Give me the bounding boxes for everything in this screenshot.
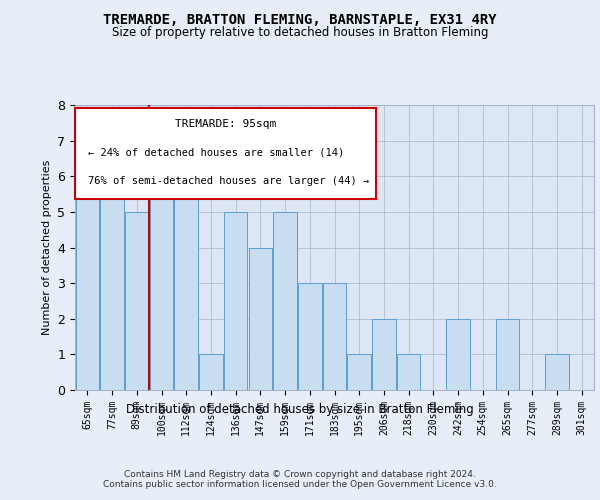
Bar — [224, 212, 247, 390]
Text: ← 24% of detached houses are smaller (14): ← 24% of detached houses are smaller (14… — [88, 148, 344, 158]
Text: Size of property relative to detached houses in Bratton Fleming: Size of property relative to detached ho… — [112, 26, 488, 39]
Y-axis label: Number of detached properties: Number of detached properties — [42, 160, 52, 335]
Bar — [372, 319, 395, 390]
Bar — [199, 354, 223, 390]
Bar — [397, 354, 421, 390]
Bar — [446, 319, 470, 390]
Bar — [298, 283, 322, 390]
Bar — [150, 140, 173, 390]
Text: TREMARDE: 95sqm: TREMARDE: 95sqm — [175, 120, 276, 130]
Bar — [175, 140, 198, 390]
Bar — [76, 140, 99, 390]
Bar — [545, 354, 569, 390]
Bar — [496, 319, 519, 390]
Bar — [248, 248, 272, 390]
FancyBboxPatch shape — [75, 108, 376, 199]
Text: 76% of semi-detached houses are larger (44) →: 76% of semi-detached houses are larger (… — [88, 176, 369, 186]
Text: TREMARDE, BRATTON FLEMING, BARNSTAPLE, EX31 4RY: TREMARDE, BRATTON FLEMING, BARNSTAPLE, E… — [103, 12, 497, 26]
Bar — [347, 354, 371, 390]
Text: Distribution of detached houses by size in Bratton Fleming: Distribution of detached houses by size … — [126, 402, 474, 415]
Bar — [274, 212, 297, 390]
Bar — [125, 212, 149, 390]
Bar — [100, 176, 124, 390]
Text: Contains HM Land Registry data © Crown copyright and database right 2024.
Contai: Contains HM Land Registry data © Crown c… — [103, 470, 497, 490]
Bar — [323, 283, 346, 390]
